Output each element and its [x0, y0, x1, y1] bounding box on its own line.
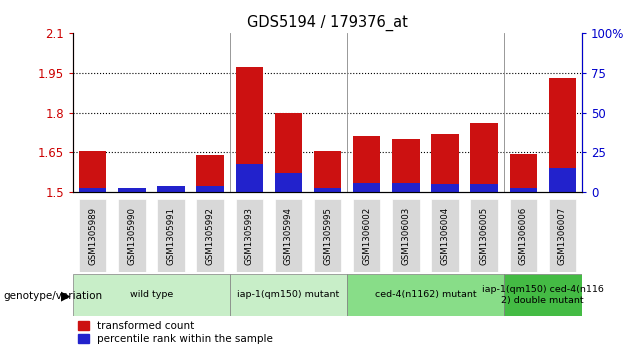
Bar	[275, 113, 302, 192]
Bar	[353, 136, 380, 192]
Bar	[549, 168, 576, 192]
Bar	[314, 151, 342, 192]
Bar	[197, 155, 224, 192]
Text: GSM1305990: GSM1305990	[127, 207, 136, 265]
FancyBboxPatch shape	[197, 199, 224, 272]
FancyBboxPatch shape	[118, 199, 146, 272]
FancyBboxPatch shape	[275, 199, 302, 272]
Bar	[509, 154, 537, 192]
Bar	[431, 184, 459, 192]
Text: GSM1305991: GSM1305991	[167, 207, 176, 265]
Bar	[471, 123, 498, 192]
Bar	[549, 78, 576, 192]
Text: GSM1306007: GSM1306007	[558, 207, 567, 265]
Text: ▶: ▶	[61, 289, 71, 302]
Text: GSM1305989: GSM1305989	[88, 207, 97, 265]
Bar	[392, 139, 420, 192]
Bar	[431, 134, 459, 192]
Legend: transformed count, percentile rank within the sample: transformed count, percentile rank withi…	[78, 321, 273, 344]
FancyBboxPatch shape	[509, 199, 537, 272]
FancyBboxPatch shape	[235, 199, 263, 272]
Bar	[157, 186, 184, 192]
Text: ced-4(n1162) mutant: ced-4(n1162) mutant	[375, 290, 476, 299]
Text: GSM1306003: GSM1306003	[401, 207, 410, 265]
FancyBboxPatch shape	[431, 199, 459, 272]
Text: iap-1(qm150) ced-4(n116
2) double mutant: iap-1(qm150) ced-4(n116 2) double mutant	[482, 285, 604, 305]
Text: GSM1306002: GSM1306002	[362, 207, 371, 265]
FancyBboxPatch shape	[157, 199, 184, 272]
Text: GSM1305995: GSM1305995	[323, 207, 332, 265]
Text: GSM1305994: GSM1305994	[284, 207, 293, 265]
FancyBboxPatch shape	[471, 199, 498, 272]
Bar	[275, 173, 302, 192]
FancyBboxPatch shape	[353, 199, 380, 272]
Bar	[118, 188, 146, 192]
FancyBboxPatch shape	[347, 274, 504, 316]
FancyBboxPatch shape	[73, 274, 230, 316]
Bar	[353, 183, 380, 192]
Text: GSM1306004: GSM1306004	[441, 207, 450, 265]
FancyBboxPatch shape	[504, 274, 582, 316]
Text: GSM1306006: GSM1306006	[519, 207, 528, 265]
Bar	[235, 164, 263, 192]
Text: GSM1306005: GSM1306005	[480, 207, 488, 265]
Bar	[157, 188, 184, 192]
Bar	[79, 188, 106, 192]
Bar	[79, 151, 106, 192]
Text: GSM1305993: GSM1305993	[245, 207, 254, 265]
Title: GDS5194 / 179376_at: GDS5194 / 179376_at	[247, 15, 408, 31]
Text: wild type: wild type	[130, 290, 173, 299]
Bar	[509, 188, 537, 192]
FancyBboxPatch shape	[314, 199, 342, 272]
Text: iap-1(qm150) mutant: iap-1(qm150) mutant	[237, 290, 340, 299]
Bar	[197, 186, 224, 192]
FancyBboxPatch shape	[79, 199, 106, 272]
Bar	[314, 188, 342, 192]
Text: GSM1305992: GSM1305992	[205, 207, 214, 265]
Bar	[471, 184, 498, 192]
Bar	[235, 67, 263, 192]
FancyBboxPatch shape	[549, 199, 576, 272]
FancyBboxPatch shape	[230, 274, 347, 316]
FancyBboxPatch shape	[392, 199, 420, 272]
Text: genotype/variation: genotype/variation	[3, 291, 102, 301]
Bar	[392, 183, 420, 192]
